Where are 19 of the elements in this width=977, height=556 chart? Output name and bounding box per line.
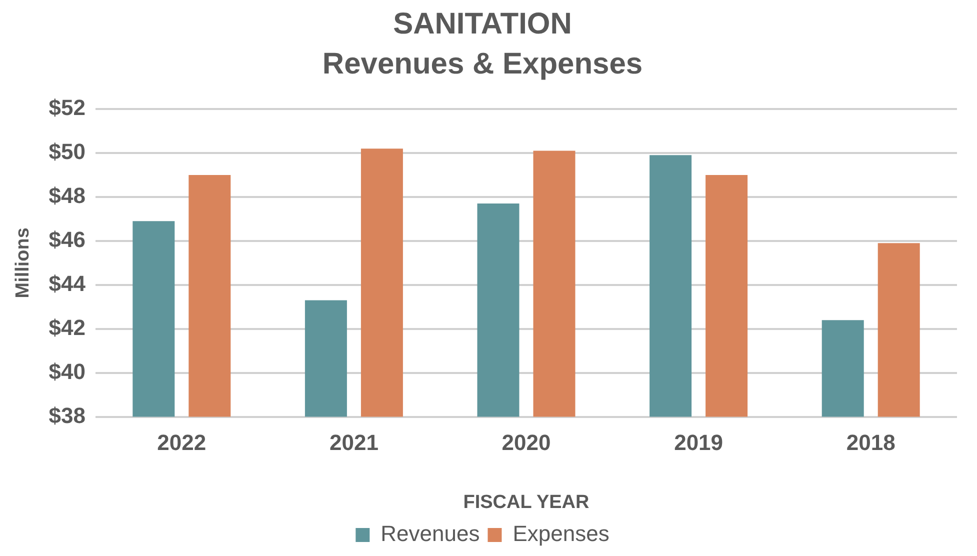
chart-subtitle: Revenues & Expenses — [322, 47, 643, 80]
chart-title: SANITATION — [393, 7, 572, 40]
y-tick-label: $50 — [48, 139, 86, 164]
y-tick-label: $46 — [48, 226, 86, 252]
x-tick-label: 2018 — [846, 430, 896, 456]
y-tick-label: $38 — [48, 402, 86, 428]
x-tick-label: 2022 — [157, 430, 206, 456]
y-tick-label: $52 — [48, 95, 86, 120]
y-tick-label: $48 — [48, 183, 86, 208]
legend-label: Expenses — [512, 521, 610, 546]
x-axis-title: FISCAL YEAR — [463, 492, 590, 513]
x-tick-label: 2019 — [674, 430, 724, 456]
y-tick-label: $40 — [48, 358, 86, 384]
y-axis-title: Millions — [12, 228, 34, 298]
x-tick-label: 2021 — [329, 430, 378, 456]
y-tick-label: $42 — [48, 314, 86, 340]
y-tick-label: $44 — [48, 270, 86, 296]
x-tick-label: 2020 — [502, 430, 551, 456]
legend-label: Revenues — [380, 521, 480, 546]
